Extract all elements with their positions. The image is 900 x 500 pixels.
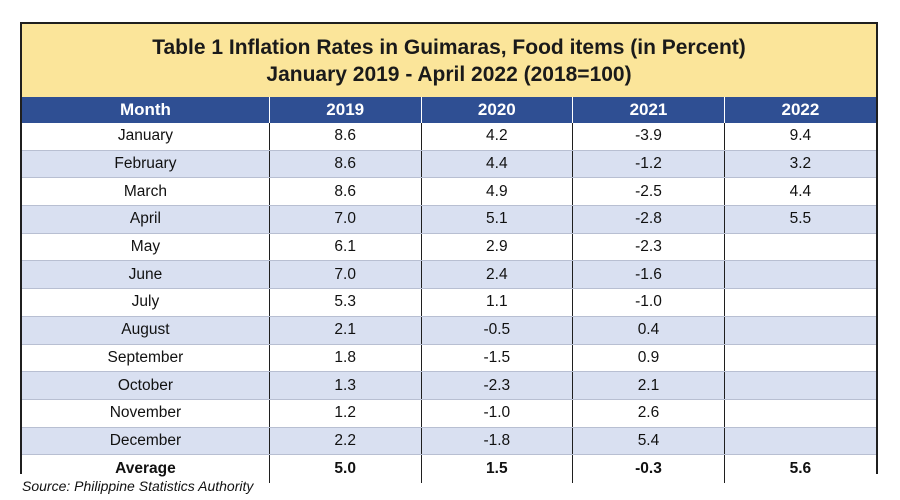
value-cell: 9.4 (723, 123, 876, 151)
month-cell: April (22, 205, 270, 234)
table-row: April 7.0 5.1 -2.8 5.5 (22, 205, 876, 234)
month-cell: December (22, 427, 270, 456)
value-cell: 5.5 (723, 205, 876, 234)
value-cell: -2.8 (572, 205, 725, 234)
value-cell: 4.4 (420, 150, 573, 179)
average-row: Average 5.0 1.5 -0.3 5.6 (22, 454, 876, 484)
value-cell: 5.6 (723, 454, 876, 484)
value-cell: 2.1 (572, 371, 725, 400)
table-row: November 1.2 -1.0 2.6 (22, 399, 876, 428)
table-row: September 1.8 -1.5 0.9 (22, 344, 876, 373)
source-note: Source: Philippine Statistics Authority (22, 478, 254, 494)
value-cell: 8.6 (268, 177, 422, 207)
table-row: October 1.3 -2.3 2.1 (22, 371, 876, 400)
value-cell: -1.5 (420, 344, 573, 373)
value-cell: -2.3 (572, 233, 725, 262)
header-2020: 2020 (420, 97, 573, 123)
table-row: August 2.1 -0.5 0.4 (22, 316, 876, 345)
value-cell: -1.0 (572, 288, 725, 317)
value-cell: 0.4 (572, 316, 725, 345)
value-cell: -2.3 (420, 371, 573, 400)
value-cell (723, 427, 876, 456)
month-cell: March (22, 177, 270, 207)
value-cell: 5.1 (420, 205, 573, 234)
value-cell: 2.4 (420, 260, 573, 290)
table-row: July 5.3 1.1 -1.0 (22, 288, 876, 317)
table-row: December 2.2 -1.8 5.4 (22, 427, 876, 456)
value-cell: 2.9 (420, 233, 573, 262)
table-row: February 8.6 4.4 -1.2 3.2 (22, 150, 876, 179)
table-row: March 8.6 4.9 -2.5 4.4 (22, 177, 876, 207)
table-frame: Table 1 Inflation Rates in Guimaras, Foo… (20, 22, 878, 484)
header-2022: 2022 (723, 97, 876, 123)
month-cell: August (22, 316, 270, 345)
value-cell: -0.5 (420, 316, 573, 345)
value-cell: 8.6 (268, 150, 422, 179)
month-cell: January (22, 123, 270, 151)
month-cell: February (22, 150, 270, 179)
value-cell: -1.6 (572, 260, 725, 290)
value-cell: 7.0 (268, 205, 422, 234)
value-cell (723, 288, 876, 317)
month-cell: November (22, 399, 270, 428)
value-cell: 4.9 (420, 177, 573, 207)
value-cell: -2.5 (572, 177, 725, 207)
month-cell: June (22, 260, 270, 290)
month-cell: May (22, 233, 270, 262)
value-cell: 5.3 (268, 288, 422, 317)
month-cell: October (22, 371, 270, 400)
value-cell: 1.5 (420, 454, 573, 484)
month-cell: September (22, 344, 270, 373)
value-cell (723, 316, 876, 345)
value-cell (723, 260, 876, 290)
table-row: January 8.6 4.2 -3.9 9.4 (22, 123, 876, 151)
value-cell: 2.6 (572, 399, 725, 428)
value-cell: 1.3 (268, 371, 422, 400)
value-cell: 4.2 (420, 123, 573, 151)
value-cell: 2.2 (268, 427, 422, 456)
value-cell: 5.4 (572, 427, 725, 456)
value-cell: 4.4 (723, 177, 876, 207)
inflation-table: Month 2019 2020 2021 2022 January 8.6 4.2-… (22, 97, 876, 484)
value-cell: -3.9 (572, 123, 725, 151)
value-cell: -1.8 (420, 427, 573, 456)
value-cell: 1.8 (268, 344, 422, 373)
header-2019: 2019 (268, 97, 422, 123)
table-row: May 6.1 2.9 -2.3 (22, 233, 876, 262)
title-line-2: January 2019 - April 2022 (2018=100) (266, 62, 632, 86)
month-cell: Average (22, 454, 270, 484)
value-cell: 6.1 (268, 233, 422, 262)
header-month: Month (22, 97, 270, 123)
value-cell: 5.0 (268, 454, 422, 484)
value-cell (723, 399, 876, 428)
value-cell: -1.0 (420, 399, 573, 428)
header-2021: 2021 (572, 97, 725, 123)
table-title: Table 1 Inflation Rates in Guimaras, Foo… (22, 24, 876, 97)
header-row: Month 2019 2020 2021 2022 (22, 97, 876, 123)
value-cell: 0.9 (572, 344, 725, 373)
value-cell: -0.3 (572, 454, 725, 484)
value-cell: 7.0 (268, 260, 422, 290)
value-cell: 3.2 (723, 150, 876, 179)
table-row: June 7.0 2.4 -1.6 (22, 260, 876, 290)
value-cell (723, 371, 876, 400)
month-cell: July (22, 288, 270, 317)
value-cell: 1.1 (420, 288, 573, 317)
value-cell: 1.2 (268, 399, 422, 428)
value-cell (723, 233, 876, 262)
value-cell (723, 344, 876, 373)
value-cell: 2.1 (268, 316, 422, 345)
title-line-1: Table 1 Inflation Rates in Guimaras, Foo… (152, 35, 746, 59)
value-cell: -1.2 (572, 150, 725, 179)
value-cell: 8.6 (268, 123, 422, 151)
